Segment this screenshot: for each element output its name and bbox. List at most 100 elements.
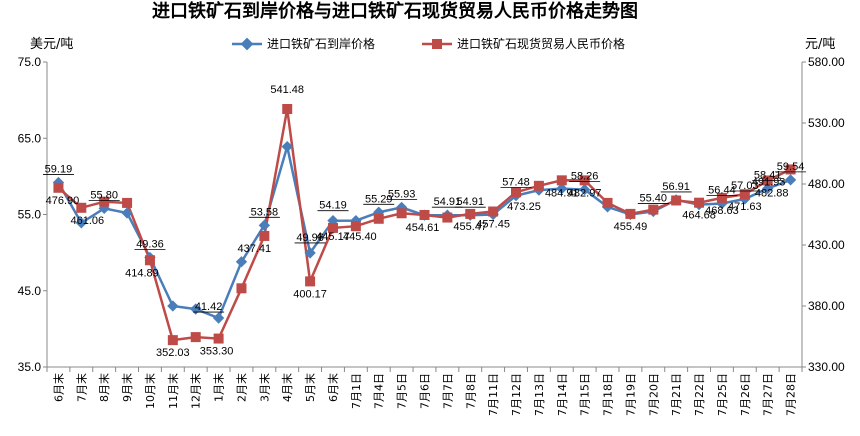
series-1-point: [602, 197, 613, 208]
x-tick-label: 7月14日: [556, 373, 569, 416]
right-tick-label: 580.00: [808, 55, 845, 69]
series-1-point: [190, 332, 201, 343]
x-tick-label: 10月末: [143, 373, 157, 409]
legend-label-cif: 进口铁矿石到岸价格: [267, 36, 375, 51]
series-0-data-label: 53.58: [251, 206, 279, 218]
series-1-point: [350, 221, 361, 232]
series-0-data-label: 55.29: [365, 193, 393, 205]
x-tick-label: 7月28日: [785, 373, 798, 416]
series-1-data-label: 468.63: [705, 205, 739, 217]
series-1-data-label: 352.03: [156, 347, 190, 359]
series-1-point: [282, 103, 293, 114]
legend-label-rmb: 进口铁矿石现货贸易人民币价格: [457, 36, 625, 51]
series-1-point: [511, 187, 522, 198]
series-0-data-label: 49.96: [296, 232, 324, 244]
x-tick-label: 6月末: [51, 373, 65, 402]
series-1-point: [648, 204, 659, 215]
x-tick-label: 5月末: [303, 373, 317, 402]
series-1-point: [785, 164, 796, 175]
series-0-data-label: 56.44: [708, 185, 736, 197]
series-0-data-label: 41.42: [195, 301, 223, 313]
series-0-data-label: 58.26: [571, 171, 599, 183]
series-0-data-label: 59.54: [777, 161, 805, 173]
series-1-data-label: 541.48: [270, 84, 304, 96]
x-tick-label: 7月15日: [579, 373, 592, 416]
series-1-point: [305, 276, 316, 287]
series-1-point: [671, 195, 682, 206]
series-1-data-label: 437.41: [238, 243, 272, 255]
right-tick-label: 530.00: [808, 116, 845, 130]
series-0-point: [212, 312, 225, 324]
x-tick-label: 3月末: [257, 373, 271, 402]
series-0-data-label: 57.48: [502, 177, 530, 189]
x-tick-label: 7月25日: [716, 373, 729, 416]
series-1-point: [556, 175, 567, 186]
series-0-data-label: 55.80: [90, 189, 118, 201]
series-1-data-label: 457.45: [476, 219, 510, 231]
legend-marker-cif: [240, 37, 254, 51]
x-tick-label: 7月26日: [739, 373, 752, 416]
x-tick-label: 6月末: [326, 373, 340, 402]
series-1-point: [442, 212, 453, 223]
series-1-point: [144, 255, 155, 266]
series-1-data-label: 353.30: [200, 346, 234, 358]
series-1-point: [625, 208, 636, 219]
series-1-point: [465, 208, 476, 219]
x-tick-label: 7月7日: [441, 373, 454, 409]
series-0-data-label: 54.91: [434, 196, 462, 208]
series-1-data-label: 484.91: [545, 187, 579, 199]
series-1-data-label: 400.17: [293, 288, 327, 300]
series-1-data-label: 476.90: [46, 195, 80, 207]
left-tick-label: 35.0: [18, 360, 42, 374]
series-0-point: [784, 174, 797, 186]
series-1-data-label: 445.40: [343, 231, 377, 243]
series-1-point: [53, 182, 64, 193]
x-tick-label: 7月8日: [464, 373, 477, 409]
x-tick-label: 7月13日: [533, 373, 546, 416]
series-0-point: [578, 183, 591, 196]
series-0-data-label: 56.91: [662, 181, 690, 193]
series-0-point: [121, 207, 133, 219]
x-tick-label: 7月1日: [350, 373, 363, 409]
series-1-data-label: 464.68: [682, 210, 716, 222]
series-1-point: [694, 197, 705, 208]
x-tick-label: 7月4日: [373, 373, 386, 409]
series-0-data-label: 57.03: [731, 180, 759, 192]
left-tick-label: 75.0: [18, 55, 42, 69]
x-tick-label: 7月27日: [762, 373, 775, 416]
series-1-point: [739, 189, 750, 200]
x-tick-label: 2月末: [234, 373, 248, 402]
legend: 进口铁矿石到岸价格 进口铁矿石现货贸易人民币价格: [232, 36, 625, 51]
series-1-data-label: 461.06: [70, 215, 104, 227]
x-tick-label: 7月22日: [693, 373, 706, 416]
series-0-point: [258, 219, 271, 231]
series-1-point: [579, 175, 590, 186]
series-1-point: [259, 230, 270, 241]
series-0-point: [762, 182, 774, 195]
series-0-data-label: 58.41: [754, 169, 782, 181]
series-0-point: [304, 247, 316, 259]
series-1-point: [122, 197, 133, 208]
left-tick-label: 45.0: [18, 284, 42, 298]
series-0-data-label: 54.91: [456, 196, 484, 208]
x-tick-label: 1月末: [212, 373, 226, 402]
series-1-point: [99, 196, 110, 207]
series-0-point: [281, 140, 293, 153]
x-tick-label: 11月末: [166, 373, 180, 409]
series-1-point: [716, 192, 727, 203]
series-0-data-label: 54.19: [319, 200, 347, 212]
right-tick-label: 380.00: [808, 299, 845, 313]
series-1-point: [236, 283, 247, 294]
series-1-point: [327, 222, 338, 233]
series-0-data-label: 55.40: [640, 192, 668, 204]
x-tick-label: 7月19日: [624, 373, 637, 416]
x-tick-label: 7月5日: [396, 373, 409, 409]
series-1-data-label: 454.61: [406, 222, 440, 234]
x-tick-label: 7月末: [74, 373, 88, 402]
series-1-point: [533, 180, 544, 191]
series-0-data-label: 49.36: [136, 239, 164, 251]
series-1-point: [419, 209, 430, 220]
left-tick-label: 55.0: [18, 208, 42, 222]
right-axis-unit: 元/吨: [805, 37, 835, 52]
